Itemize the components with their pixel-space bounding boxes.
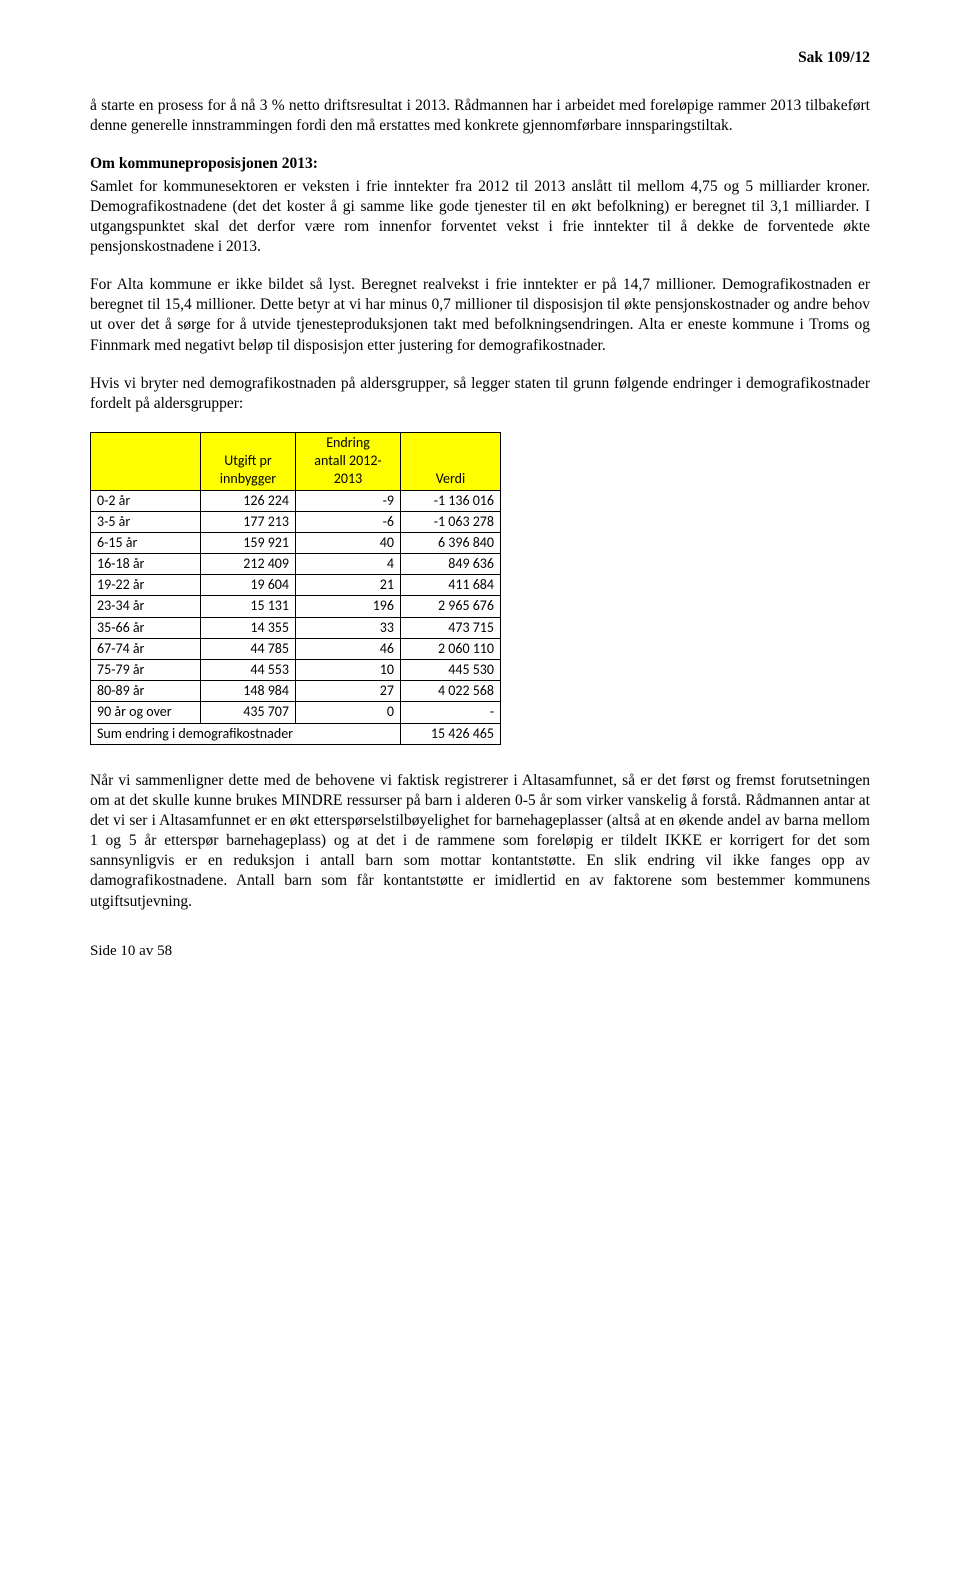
table-row: 3-5 år177 213-6-1 063 278: [91, 511, 501, 532]
paragraph-2: Samlet for kommunesektoren er veksten i …: [90, 177, 870, 258]
table-sum-row: Sum endring i demografikostnader15 426 4…: [91, 723, 501, 744]
col-header-blank: [91, 432, 201, 490]
cell-verdi: 2 060 110: [401, 638, 501, 659]
cell-age: 16-18 år: [91, 554, 201, 575]
cell-verdi: 411 684: [401, 575, 501, 596]
cell-age: 19-22 år: [91, 575, 201, 596]
cell-age: 75-79 år: [91, 660, 201, 681]
table-header-row: Utgift prinnbygger Endringantall 2012-20…: [91, 432, 501, 490]
cell-endring: 40: [296, 532, 401, 553]
table-row: 80-89 år148 984274 022 568: [91, 681, 501, 702]
cell-age: 6-15 år: [91, 532, 201, 553]
cell-utgift: 14 355: [201, 617, 296, 638]
table-row: 19-22 år19 60421411 684: [91, 575, 501, 596]
paragraph-intro: å starte en prosess for å nå 3 % netto d…: [90, 96, 870, 136]
cell-age: 35-66 år: [91, 617, 201, 638]
cell-utgift: 19 604: [201, 575, 296, 596]
cell-endring: 196: [296, 596, 401, 617]
cell-utgift: 148 984: [201, 681, 296, 702]
cell-age: 80-89 år: [91, 681, 201, 702]
sum-value: 15 426 465: [401, 723, 501, 744]
cell-endring: 33: [296, 617, 401, 638]
cell-verdi: 849 636: [401, 554, 501, 575]
table-row: 35-66 år14 35533473 715: [91, 617, 501, 638]
section-title: Om kommuneproposisjonen 2013:: [90, 155, 318, 172]
table-row: 16-18 år212 4094849 636: [91, 554, 501, 575]
col-header-utgift: Utgift prinnbygger: [201, 432, 296, 490]
cell-utgift: 15 131: [201, 596, 296, 617]
cell-age: 23-34 år: [91, 596, 201, 617]
cell-verdi: -1 063 278: [401, 511, 501, 532]
cell-verdi: 6 396 840: [401, 532, 501, 553]
cell-verdi: 445 530: [401, 660, 501, 681]
cell-endring: 4: [296, 554, 401, 575]
cell-endring: 0: [296, 702, 401, 723]
table-row: 0-2 år126 224-9-1 136 016: [91, 490, 501, 511]
cell-utgift: 126 224: [201, 490, 296, 511]
table-row: 6-15 år159 921406 396 840: [91, 532, 501, 553]
col-header-verdi: Verdi: [401, 432, 501, 490]
case-number: Sak 109/12: [90, 48, 870, 68]
demografi-table: Utgift prinnbygger Endringantall 2012-20…: [90, 432, 501, 745]
cell-endring: 46: [296, 638, 401, 659]
table-row: 75-79 år44 55310445 530: [91, 660, 501, 681]
cell-utgift: 44 553: [201, 660, 296, 681]
cell-verdi: -1 136 016: [401, 490, 501, 511]
cell-verdi: 4 022 568: [401, 681, 501, 702]
table-row: 67-74 år44 785462 060 110: [91, 638, 501, 659]
table-row: 23-34 år15 1311962 965 676: [91, 596, 501, 617]
cell-verdi: -: [401, 702, 501, 723]
cell-endring: 10: [296, 660, 401, 681]
cell-endring: 21: [296, 575, 401, 596]
page-footer: Side 10 av 58: [90, 942, 870, 962]
cell-verdi: 473 715: [401, 617, 501, 638]
table-row: 90 år og over435 7070-: [91, 702, 501, 723]
cell-age: 67-74 år: [91, 638, 201, 659]
col-header-endring: Endringantall 2012-2013: [296, 432, 401, 490]
cell-age: 0-2 år: [91, 490, 201, 511]
cell-endring: -6: [296, 511, 401, 532]
paragraph-5: Når vi sammenligner dette med de behoven…: [90, 771, 870, 912]
cell-utgift: 212 409: [201, 554, 296, 575]
cell-utgift: 435 707: [201, 702, 296, 723]
cell-endring: -9: [296, 490, 401, 511]
cell-endring: 27: [296, 681, 401, 702]
cell-utgift: 177 213: [201, 511, 296, 532]
cell-utgift: 44 785: [201, 638, 296, 659]
cell-age: 90 år og over: [91, 702, 201, 723]
paragraph-4: Hvis vi bryter ned demografikostnaden på…: [90, 374, 870, 414]
sum-label: Sum endring i demografikostnader: [91, 723, 401, 744]
cell-age: 3-5 år: [91, 511, 201, 532]
cell-utgift: 159 921: [201, 532, 296, 553]
cell-verdi: 2 965 676: [401, 596, 501, 617]
paragraph-3: For Alta kommune er ikke bildet så lyst.…: [90, 275, 870, 356]
